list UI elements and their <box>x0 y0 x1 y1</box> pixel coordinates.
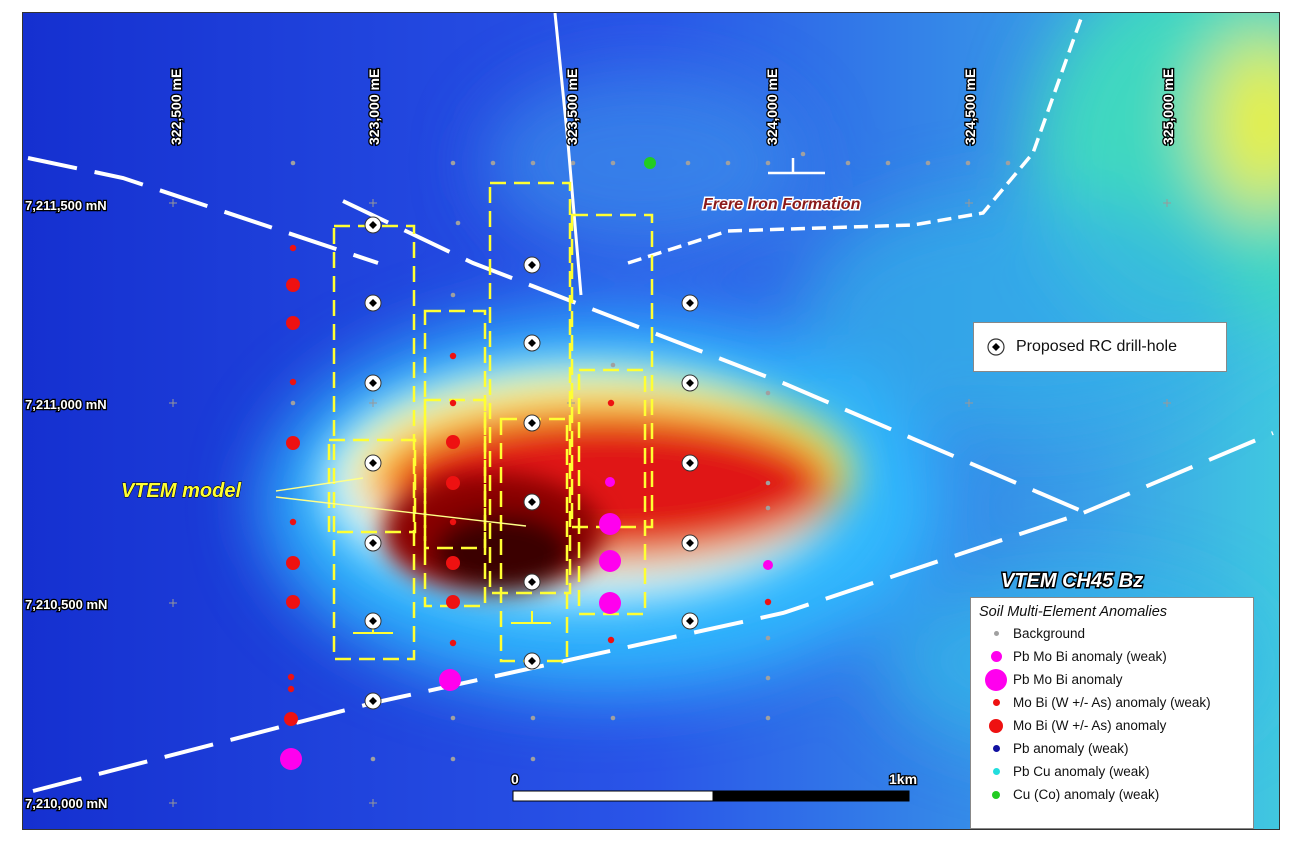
scale-end-label: 1km <box>889 771 917 787</box>
pb-cu-weak-dot-icon <box>992 768 1000 775</box>
easting-label: 324,500 mE <box>962 69 978 145</box>
legend-item-label: Pb Mo Bi anomaly <box>1013 672 1123 687</box>
easting-label: 323,500 mE <box>564 69 580 145</box>
grid-crosses <box>169 199 1171 807</box>
northing-label: 7,211,500 mN <box>25 198 107 213</box>
scale-bar <box>512 790 910 802</box>
mo-bi-dot-icon <box>989 718 1003 733</box>
background-samples <box>290 151 1011 762</box>
vtem-model-leaders <box>275 477 527 527</box>
pb-mo-bi-samples <box>280 477 773 770</box>
legend-item: Pb Mo Bi anomaly <box>979 668 1245 691</box>
vtem-model-label: VTEM model <box>121 480 241 502</box>
legend-item: Pb Cu anomaly (weak) <box>979 760 1245 783</box>
vtem-channel-label: VTEM CH45 Bz <box>1001 570 1143 592</box>
legend-item: Cu (Co) anomaly (weak) <box>979 783 1245 806</box>
northing-label: 7,211,000 mN <box>25 397 107 412</box>
legend-item: Mo Bi (W +/- As) anomaly (weak) <box>979 691 1245 714</box>
proposed-drill-holes <box>364 216 699 710</box>
frere-iron-formation-label: Frere Iron Formation <box>703 196 861 213</box>
mo-bi-samples <box>284 244 772 726</box>
legend-item: Pb anomaly (weak) <box>979 737 1245 760</box>
northing-label: 7,210,000 mN <box>25 796 107 811</box>
background-dot-icon <box>993 631 999 636</box>
soil-legend-title: Soil Multi-Element Anomalies <box>979 604 1168 620</box>
pb-mo-bi-dot-icon <box>985 668 1007 691</box>
vtem-anomaly-core <box>383 473 603 593</box>
map-frame: 322,500 mE 323,000 mE 323,500 mE 324,000… <box>22 12 1280 830</box>
drill-hole-symbol-icon <box>987 338 1005 356</box>
drill-hole-legend-label: Proposed RC drill-hole <box>1016 338 1177 355</box>
legend-item-label: Pb Cu anomaly (weak) <box>1013 764 1150 779</box>
northing-label: 7,210,500 mN <box>25 597 107 612</box>
drill-hole-legend: Proposed RC drill-hole <box>973 322 1227 372</box>
easting-label: 325,000 mE <box>1160 69 1176 145</box>
legend-item: Background <box>979 622 1245 645</box>
pb-weak-dot-icon <box>992 745 1000 752</box>
cu-co-weak-dot-icon <box>992 790 1000 799</box>
legend-item: Mo Bi (W +/- As) anomaly <box>979 714 1245 737</box>
legend-item-label: Background <box>1013 626 1086 641</box>
mo-bi-weak-dot-icon <box>992 699 1000 706</box>
scale-start-label: 0 <box>511 771 519 787</box>
cu-co-sample <box>644 157 656 169</box>
easting-label: 324,000 mE <box>764 69 780 145</box>
structure-lines <box>27 13 1274 793</box>
legend-item-label: Pb anomaly (weak) <box>1013 741 1129 756</box>
easting-label: 322,500 mE <box>168 69 184 145</box>
legend-item-label: Mo Bi (W +/- As) anomaly <box>1013 718 1167 733</box>
legend-item: Pb Mo Bi anomaly (weak) <box>979 645 1245 668</box>
legend-item-label: Cu (Co) anomaly (weak) <box>1013 787 1160 802</box>
legend-item-label: Mo Bi (W +/- As) anomaly (weak) <box>1013 695 1211 710</box>
easting-label: 323,000 mE <box>366 69 382 145</box>
legend-item-label: Pb Mo Bi anomaly (weak) <box>1013 649 1167 664</box>
pb-mo-bi-weak-dot-icon <box>990 651 1002 662</box>
soil-anomaly-legend: Soil Multi-Element Anomalies Background … <box>970 597 1254 829</box>
